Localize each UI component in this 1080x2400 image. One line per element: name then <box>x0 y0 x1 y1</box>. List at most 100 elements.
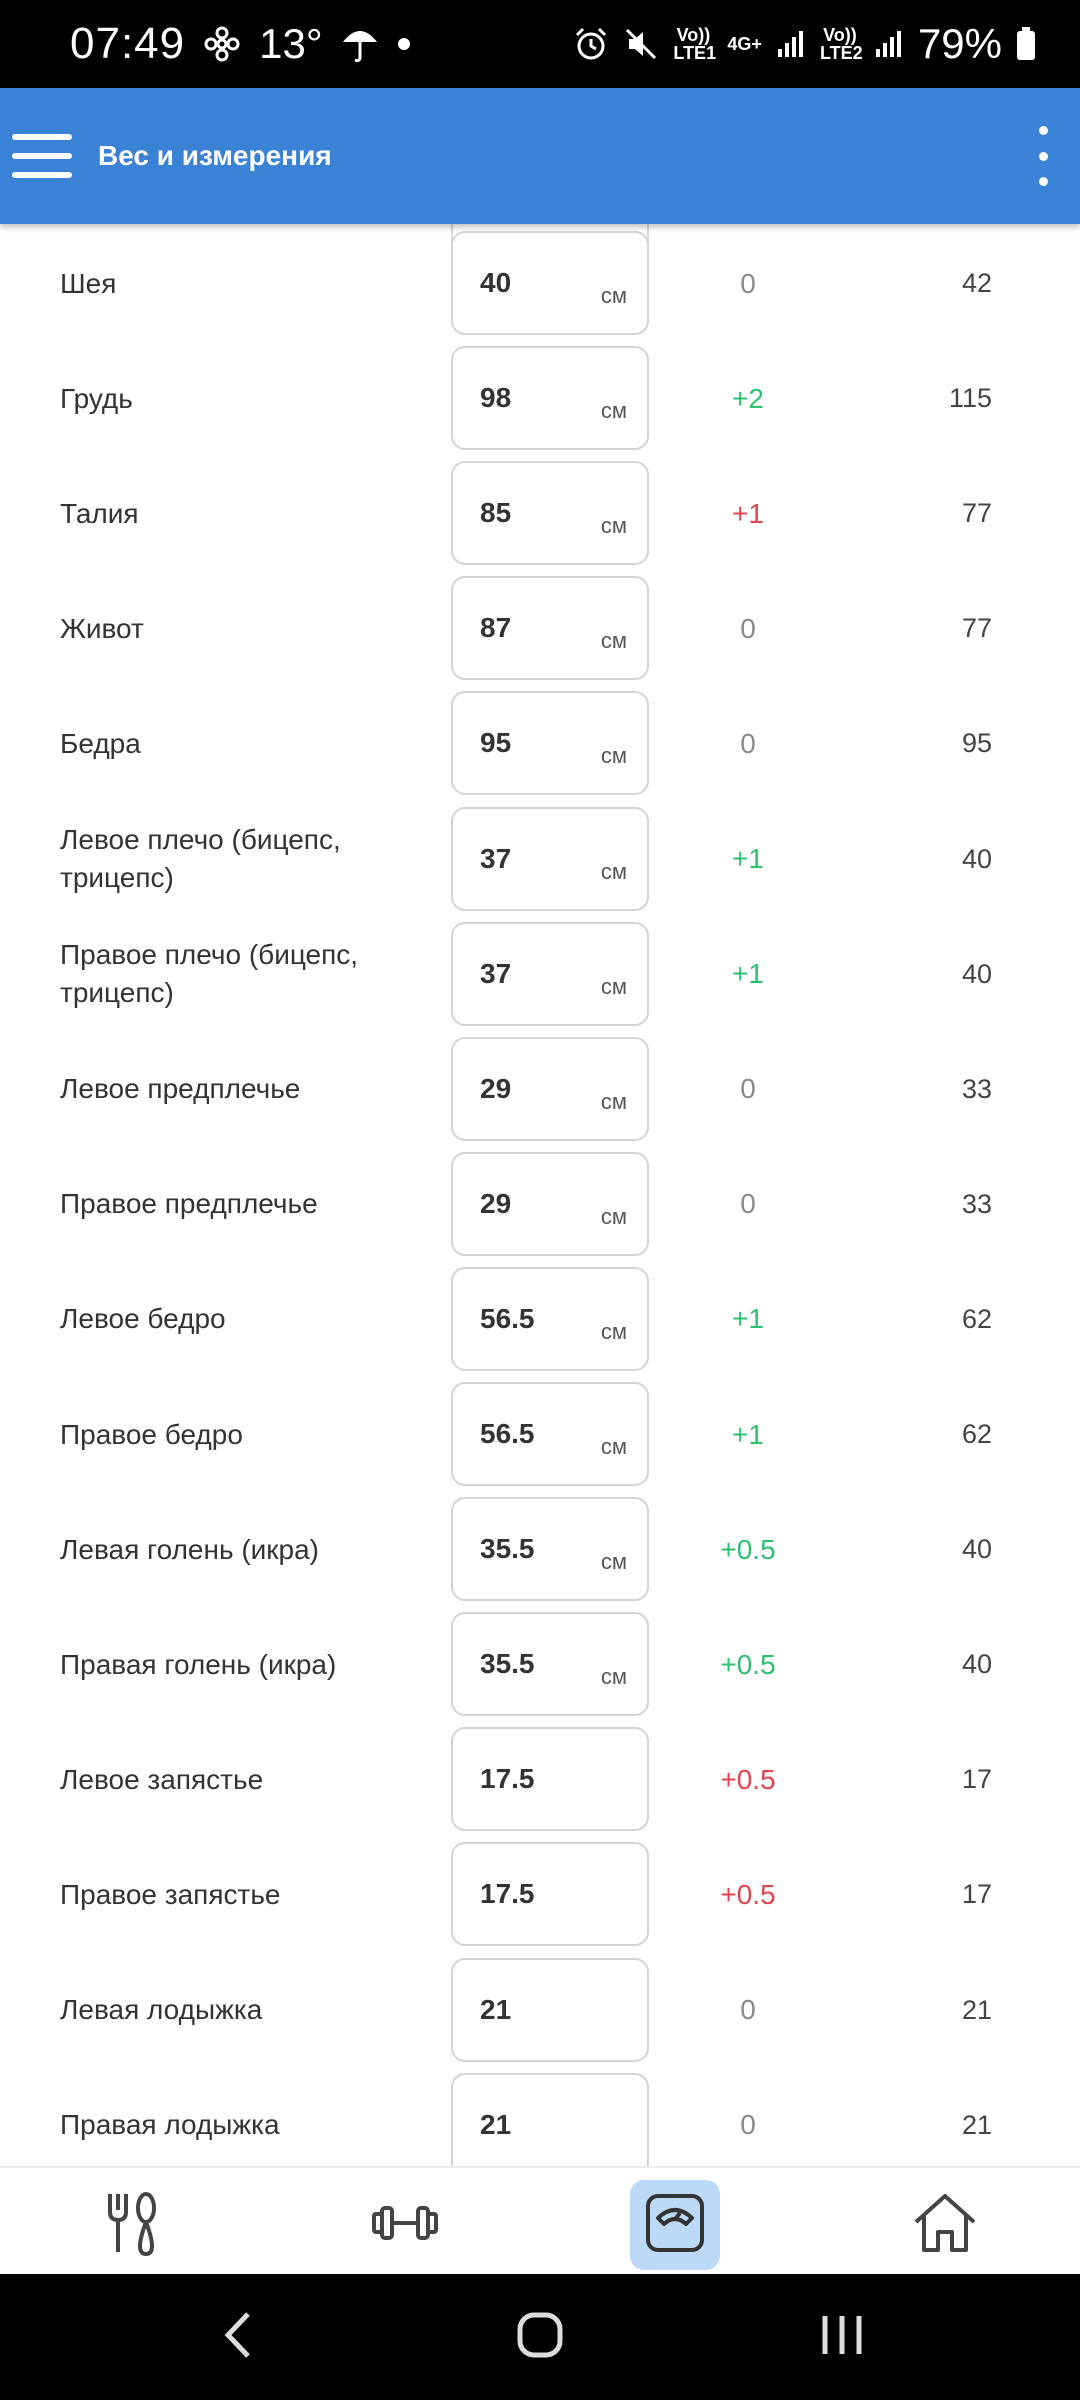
measurement-value: 56.5 <box>480 1302 535 1334</box>
measurement-input[interactable]: 21 <box>451 1957 649 2062</box>
table-row: Правая лодыжка 21 0 21 <box>0 2068 1080 2166</box>
table-row: Шея 40 см 0 42 <box>0 226 1080 341</box>
measurement-unit: см <box>600 1088 627 1114</box>
measurement-value: 29 <box>480 1187 512 1219</box>
nav-home[interactable] <box>900 2180 990 2270</box>
system-nav-bar <box>0 2274 1080 2400</box>
nav-weight[interactable] <box>630 2180 720 2270</box>
measurement-label: Левая лодыжка <box>60 1994 263 2025</box>
measurement-label: Левая голень (икра) <box>60 1533 319 1565</box>
status-left: 07:49 13° <box>70 19 411 69</box>
measurement-value: 56.5 <box>480 1418 535 1449</box>
measurement-value: 17.5 <box>480 1878 535 1910</box>
status-bar: 07:49 13° Vo)) LTE1 4G+ Vo)) LTE2 79% <box>0 0 1080 88</box>
home-square-icon <box>515 2310 565 2365</box>
lte2-label: Vo)) LTE2 <box>819 25 863 63</box>
dumbbell-icon <box>370 2188 440 2263</box>
measurement-unit: см <box>600 513 627 539</box>
measurement-value: 17.5 <box>480 1763 535 1795</box>
measurement-value: 98 <box>480 382 512 414</box>
measurement-input[interactable]: 98 см <box>451 346 649 451</box>
measurement-label: Бедра <box>60 727 141 759</box>
table-row: Живот 87 см 0 77 <box>0 571 1080 686</box>
measurement-input[interactable]: 87 см <box>451 576 649 681</box>
measurement-diff: 0 <box>740 1188 756 1220</box>
home-system-button[interactable] <box>500 2300 580 2374</box>
measurement-diff: +0.5 <box>720 1878 776 1910</box>
measurement-unit: см <box>600 1549 627 1575</box>
measurement-diff: +1 <box>732 1418 764 1450</box>
table-row: Левое плечо (бицепс, трицепс) 37 см +1 40 <box>0 802 1080 917</box>
measurement-target: 21 <box>961 2109 992 2140</box>
measurement-input[interactable]: 40 см <box>451 231 649 335</box>
measurement-unit: см <box>600 858 627 884</box>
measurement-diff: +1 <box>732 843 764 874</box>
measurement-target: 17 <box>961 1764 992 1795</box>
measurement-unit: см <box>600 1203 627 1229</box>
measurement-input[interactable]: 35.5 см <box>451 1612 649 1717</box>
measurement-input[interactable]: 37 см <box>451 806 649 911</box>
measurement-target: 40 <box>961 843 992 874</box>
measurement-input[interactable]: 17.5 <box>451 1727 649 1832</box>
measurement-value: 87 <box>480 612 512 644</box>
measurement-unit: см <box>600 743 627 769</box>
more-dot-1 <box>1038 126 1048 135</box>
home-icon <box>910 2188 980 2263</box>
measurement-target: 33 <box>961 1188 992 1219</box>
notification-dot-icon <box>397 37 411 51</box>
mute-icon <box>623 26 659 62</box>
table-row: Грудь 98 см +2 115 <box>0 341 1080 456</box>
measurement-diff: 0 <box>740 612 756 644</box>
measurement-label: Талия <box>60 497 139 529</box>
measurement-input[interactable]: 29 см <box>451 1036 649 1141</box>
measurement-input[interactable]: 17.5 <box>451 1842 649 1947</box>
measurement-diff: 0 <box>740 267 756 299</box>
measurement-input[interactable]: 95 см <box>451 691 649 796</box>
back-chevron-icon <box>218 2310 258 2365</box>
status-time: 07:49 <box>70 19 186 68</box>
scale-icon <box>640 2188 710 2263</box>
measurement-target: 33 <box>961 1073 992 1104</box>
fork-spoon-icon <box>100 2188 170 2263</box>
measurement-diff: +1 <box>732 497 764 529</box>
measurement-target: 62 <box>961 1303 992 1334</box>
network-type-label: 4G+ <box>727 34 762 54</box>
measurement-target: 62 <box>961 1419 992 1449</box>
nav-nutrition[interactable] <box>90 2180 180 2270</box>
measurement-label: Левое плечо (бицепс, трицепс) <box>60 824 341 893</box>
status-right: Vo)) LTE1 4G+ Vo)) LTE2 79% <box>573 20 1036 68</box>
menu-bar-2 <box>12 153 72 159</box>
measurement-input[interactable]: 56.5 см <box>451 1382 649 1486</box>
umbrella-icon <box>341 24 379 64</box>
measurement-input[interactable]: 85 см <box>451 461 649 566</box>
table-row: Правое бедро 56.5 см +1 62 <box>0 1377 1080 1492</box>
measurement-value: 29 <box>480 1072 512 1104</box>
recents-button[interactable] <box>802 2300 882 2374</box>
measurement-input[interactable]: 29 см <box>451 1151 649 1256</box>
measurement-value: 40 <box>480 267 512 298</box>
nav-workout[interactable] <box>360 2180 450 2270</box>
measurement-label: Правое запястье <box>60 1878 281 1910</box>
measurement-unit: см <box>600 973 627 999</box>
measurement-input[interactable]: 37 см <box>451 921 649 1026</box>
measurement-target: 42 <box>961 268 992 298</box>
measurement-input[interactable]: 56.5 см <box>451 1266 649 1371</box>
back-button[interactable] <box>198 2300 278 2374</box>
more-options-button[interactable] <box>1028 126 1058 186</box>
menu-button[interactable] <box>12 134 72 178</box>
measurement-diff: 0 <box>740 1994 756 2025</box>
measurement-diff: +0.5 <box>720 1763 776 1795</box>
table-row: Бедра 95 см 0 95 <box>0 686 1080 801</box>
menu-bar-3 <box>12 172 72 178</box>
measurement-target: 40 <box>961 1649 992 1680</box>
measurement-target: 21 <box>961 1994 992 2025</box>
signal-icon <box>776 29 806 59</box>
measurement-input[interactable]: 35.5 см <box>451 1497 649 1602</box>
measurement-input[interactable]: 21 <box>451 2072 649 2166</box>
measurement-target: 77 <box>961 498 992 529</box>
table-row: Талия 85 см +1 77 <box>0 456 1080 571</box>
measurement-value: 37 <box>480 842 512 874</box>
measurement-value: 21 <box>480 1993 512 2025</box>
measurement-list: Шея 40 см 0 42 Грудь 98 см +2 115 Талия 85 см +1 77 Жив… <box>0 224 1080 2166</box>
measurement-diff: +2 <box>732 382 764 414</box>
